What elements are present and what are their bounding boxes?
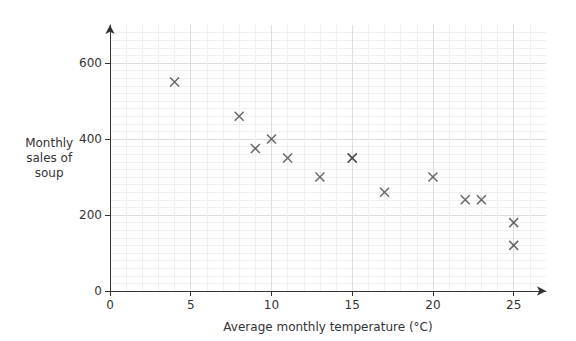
svg-text:5: 5 <box>187 298 195 312</box>
svg-text:20: 20 <box>425 298 440 312</box>
svg-text:200: 200 <box>79 208 102 222</box>
svg-text:sales of: sales of <box>26 151 73 165</box>
svg-text:0: 0 <box>106 298 114 312</box>
svg-text:15: 15 <box>345 298 360 312</box>
svg-text:0: 0 <box>94 284 102 298</box>
svg-text:Average monthly temperature (°: Average monthly temperature (°C) <box>223 320 432 334</box>
svg-text:400: 400 <box>79 132 102 146</box>
svg-text:25: 25 <box>506 298 521 312</box>
svg-text:10: 10 <box>264 298 279 312</box>
svg-text:soup: soup <box>35 166 64 180</box>
svg-text:Monthly: Monthly <box>25 136 73 150</box>
svg-text:600: 600 <box>79 56 102 70</box>
